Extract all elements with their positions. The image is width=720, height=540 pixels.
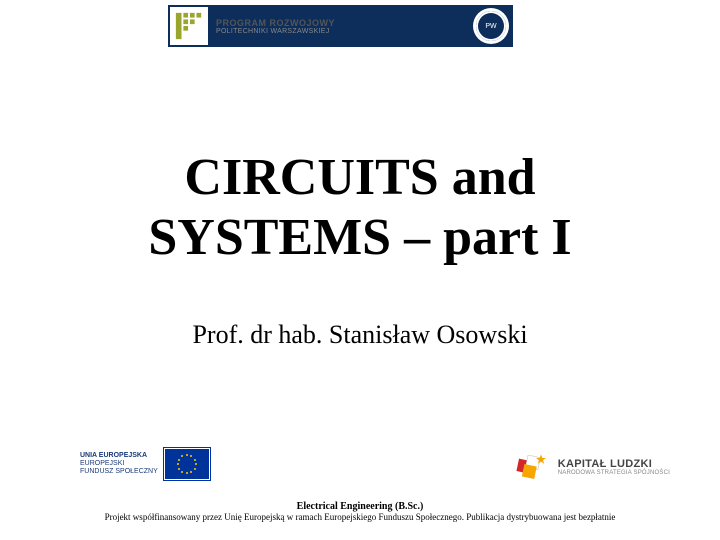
- kapital-ludzki-block: KAPITAŁ LUDZKI NARODOWA STRATEGIA SPÓJNO…: [514, 449, 670, 485]
- university-crest-icon: PW: [473, 8, 509, 44]
- program-title: PROGRAM ROZWOJOWY: [216, 18, 335, 28]
- eu-line2: EUROPEJSKI: [80, 460, 158, 468]
- kl-line2: NARODOWA STRATEGIA SPÓJNOŚCI: [558, 470, 670, 477]
- program-subtitle: POLITECHNIKI WARSZAWSKIEJ: [216, 28, 335, 35]
- header-bar: PROGRAM ROZWOJOWY POLITECHNIKI WARSZAWSK…: [168, 5, 513, 47]
- title-line-1: CIRCUITS and: [0, 148, 720, 208]
- title-line-2: SYSTEMS – part I: [0, 208, 720, 268]
- eu-text: UNIA EUROPEJSKA EUROPEJSKI FUNDUSZ SPOŁE…: [80, 452, 158, 475]
- pw-program-icon: [170, 7, 208, 45]
- eu-line1: UNIA EUROPEJSKA: [80, 452, 158, 460]
- footer-text: Electrical Engineering (B.Sc.) Projekt w…: [0, 501, 720, 522]
- eu-logo-block: UNIA EUROPEJSKA EUROPEJSKI FUNDUSZ SPOŁE…: [80, 448, 210, 480]
- kapital-ludzki-icon: [514, 449, 550, 485]
- slide: PROGRAM ROZWOJOWY POLITECHNIKI WARSZAWSK…: [0, 0, 720, 540]
- pw-program-text: PROGRAM ROZWOJOWY POLITECHNIKI WARSZAWSK…: [216, 18, 335, 35]
- footer-line1: Electrical Engineering (B.Sc.): [0, 501, 720, 512]
- kl-line1: KAPITAŁ LUDZKI: [558, 458, 670, 470]
- footer-line2: Projekt współfinansowany przez Unię Euro…: [0, 512, 720, 522]
- eu-flag-icon: [164, 448, 210, 480]
- kapital-ludzki-text: KAPITAŁ LUDZKI NARODOWA STRATEGIA SPÓJNO…: [558, 458, 670, 477]
- author-name: Prof. dr hab. Stanisław Osowski: [0, 320, 720, 350]
- eu-line3: FUNDUSZ SPOŁECZNY: [80, 468, 158, 476]
- main-title: CIRCUITS and SYSTEMS – part I: [0, 148, 720, 268]
